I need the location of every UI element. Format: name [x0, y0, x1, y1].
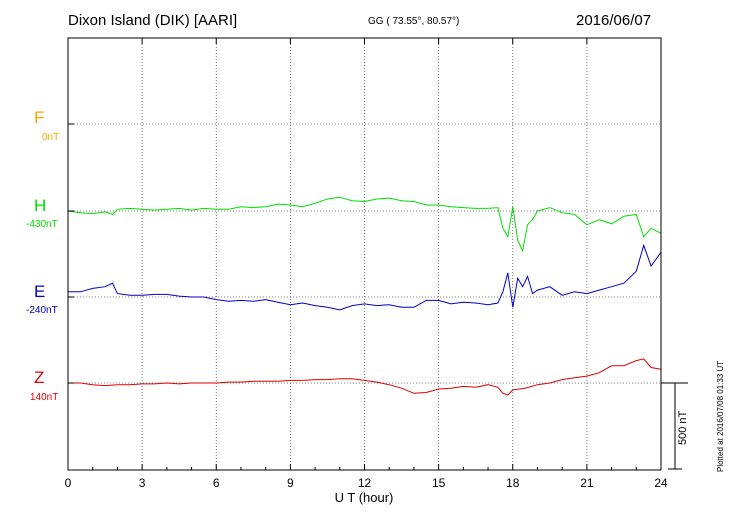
- plotted-timestamp: Plotted at 2016/07/08 01:33 UT: [716, 360, 725, 472]
- x-tick-label-21: 21: [580, 476, 594, 490]
- series-line-e: [68, 243, 662, 311]
- x-tick-label-6: 6: [213, 476, 220, 490]
- series-line-h: [67, 196, 662, 253]
- channel-z-baseline: 140nT: [30, 392, 59, 403]
- channel-f-letter: F: [34, 108, 45, 127]
- channel-h-letter: H: [34, 196, 47, 215]
- channel-h-baseline: -430nT: [26, 219, 58, 230]
- x-axis-label: U T (hour): [335, 490, 394, 505]
- channel-e-baseline: -240nT: [26, 305, 58, 316]
- scale-bar-label: 500 nT: [677, 410, 689, 445]
- channel-z-letter: Z: [34, 368, 45, 387]
- x-tick-label-3: 3: [139, 476, 146, 490]
- x-tick-label-18: 18: [506, 476, 520, 490]
- x-tick-label-24: 24: [654, 476, 668, 490]
- geo-coordinates: GG ( 73.55°, 80.57°): [368, 16, 460, 27]
- x-tick-label-15: 15: [432, 476, 446, 490]
- x-tick-label-9: 9: [287, 476, 294, 490]
- channel-f-baseline: 0nT: [42, 132, 60, 143]
- x-tick-label-12: 12: [358, 476, 372, 490]
- date-label: 2016/06/07: [576, 12, 652, 29]
- channel-e-letter: E: [34, 282, 46, 301]
- x-tick-label-0: 0: [65, 476, 72, 490]
- station-title: Dixon Island (DIK) [AARI]: [68, 12, 238, 29]
- series-line-z: [68, 358, 662, 396]
